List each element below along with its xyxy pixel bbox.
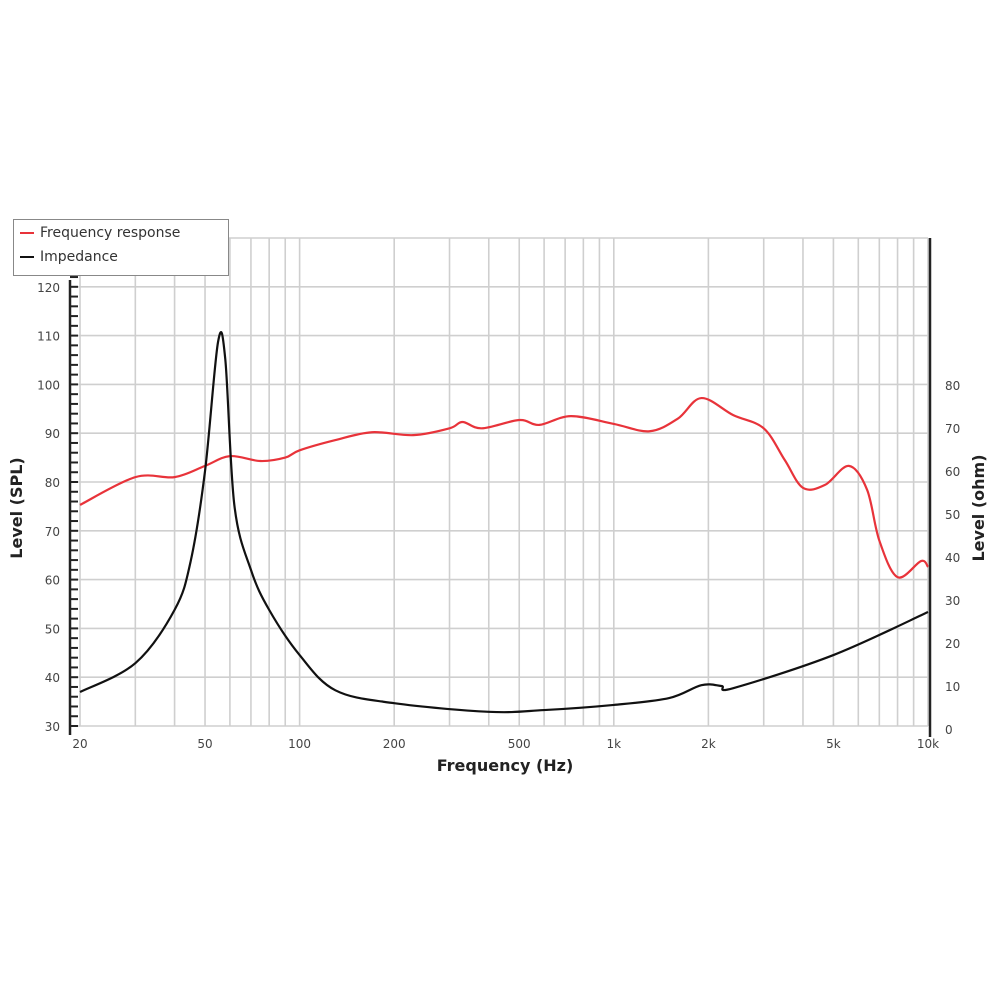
legend-swatch-red bbox=[20, 232, 34, 234]
x-tick-label: 200 bbox=[383, 737, 406, 751]
y2-axis-title: Level (ohm) bbox=[969, 454, 988, 561]
y-tick-label: 120 bbox=[37, 281, 60, 295]
y-tick-label: 50 bbox=[45, 622, 60, 636]
legend-label: Impedance bbox=[40, 249, 118, 265]
y2-tick-label: 60 bbox=[945, 465, 960, 479]
legend-swatch-black bbox=[20, 256, 34, 258]
y2-tick-label: 70 bbox=[945, 422, 960, 436]
y2-tick-label: 80 bbox=[945, 379, 960, 393]
y-tick-label: 60 bbox=[45, 574, 60, 588]
x-axis-title: Frequency (Hz) bbox=[437, 756, 574, 775]
y-axis-title: Level (SPL) bbox=[7, 457, 26, 558]
y-tick-label: 80 bbox=[45, 476, 60, 490]
x-tick-label: 1k bbox=[607, 737, 622, 751]
legend: Frequency response Impedance bbox=[13, 219, 229, 276]
legend-item-frequency-response: Frequency response bbox=[20, 225, 180, 241]
impedance-line bbox=[79, 330, 929, 714]
legend-label: Frequency response bbox=[40, 225, 181, 241]
x-tick-label: 500 bbox=[508, 737, 531, 751]
grid bbox=[72, 237, 929, 727]
frequency-response-line bbox=[79, 396, 929, 579]
y-tick-label: 30 bbox=[45, 720, 60, 734]
x-tick-label: 50 bbox=[197, 737, 212, 751]
x-tick-label: 20 bbox=[72, 737, 87, 751]
y2-tick-label: 50 bbox=[945, 508, 960, 522]
y2-tick-label: 40 bbox=[945, 551, 960, 565]
y-tick-label: 40 bbox=[45, 671, 60, 685]
tick-labels: 20 50 100 200 500 1k 2k 5k 10k304050607080901001… bbox=[37, 281, 960, 751]
y-tick-label: 90 bbox=[45, 427, 60, 441]
series-lines bbox=[79, 330, 929, 714]
y2-tick-label: 20 bbox=[945, 637, 960, 651]
y-tick-label: 70 bbox=[45, 525, 60, 539]
y2-tick-label: 0 bbox=[945, 723, 953, 737]
x-tick-label: 10k bbox=[917, 737, 939, 751]
y-tick-label: 100 bbox=[37, 378, 60, 392]
y2-tick-label: 10 bbox=[945, 680, 960, 694]
y-tick-label: 110 bbox=[37, 330, 60, 344]
x-tick-label: 5k bbox=[826, 737, 841, 751]
y2-tick-label: 30 bbox=[945, 594, 960, 608]
axes bbox=[68, 238, 932, 737]
legend-item-impedance: Impedance bbox=[20, 249, 118, 265]
x-tick-label: 100 bbox=[288, 737, 311, 751]
x-tick-label: 2k bbox=[701, 737, 716, 751]
